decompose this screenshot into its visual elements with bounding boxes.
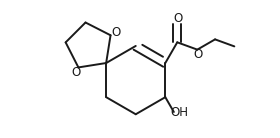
Text: O: O (111, 26, 120, 39)
Text: O: O (193, 48, 202, 62)
Text: OH: OH (171, 106, 189, 119)
Text: O: O (71, 66, 80, 79)
Text: O: O (173, 12, 182, 25)
